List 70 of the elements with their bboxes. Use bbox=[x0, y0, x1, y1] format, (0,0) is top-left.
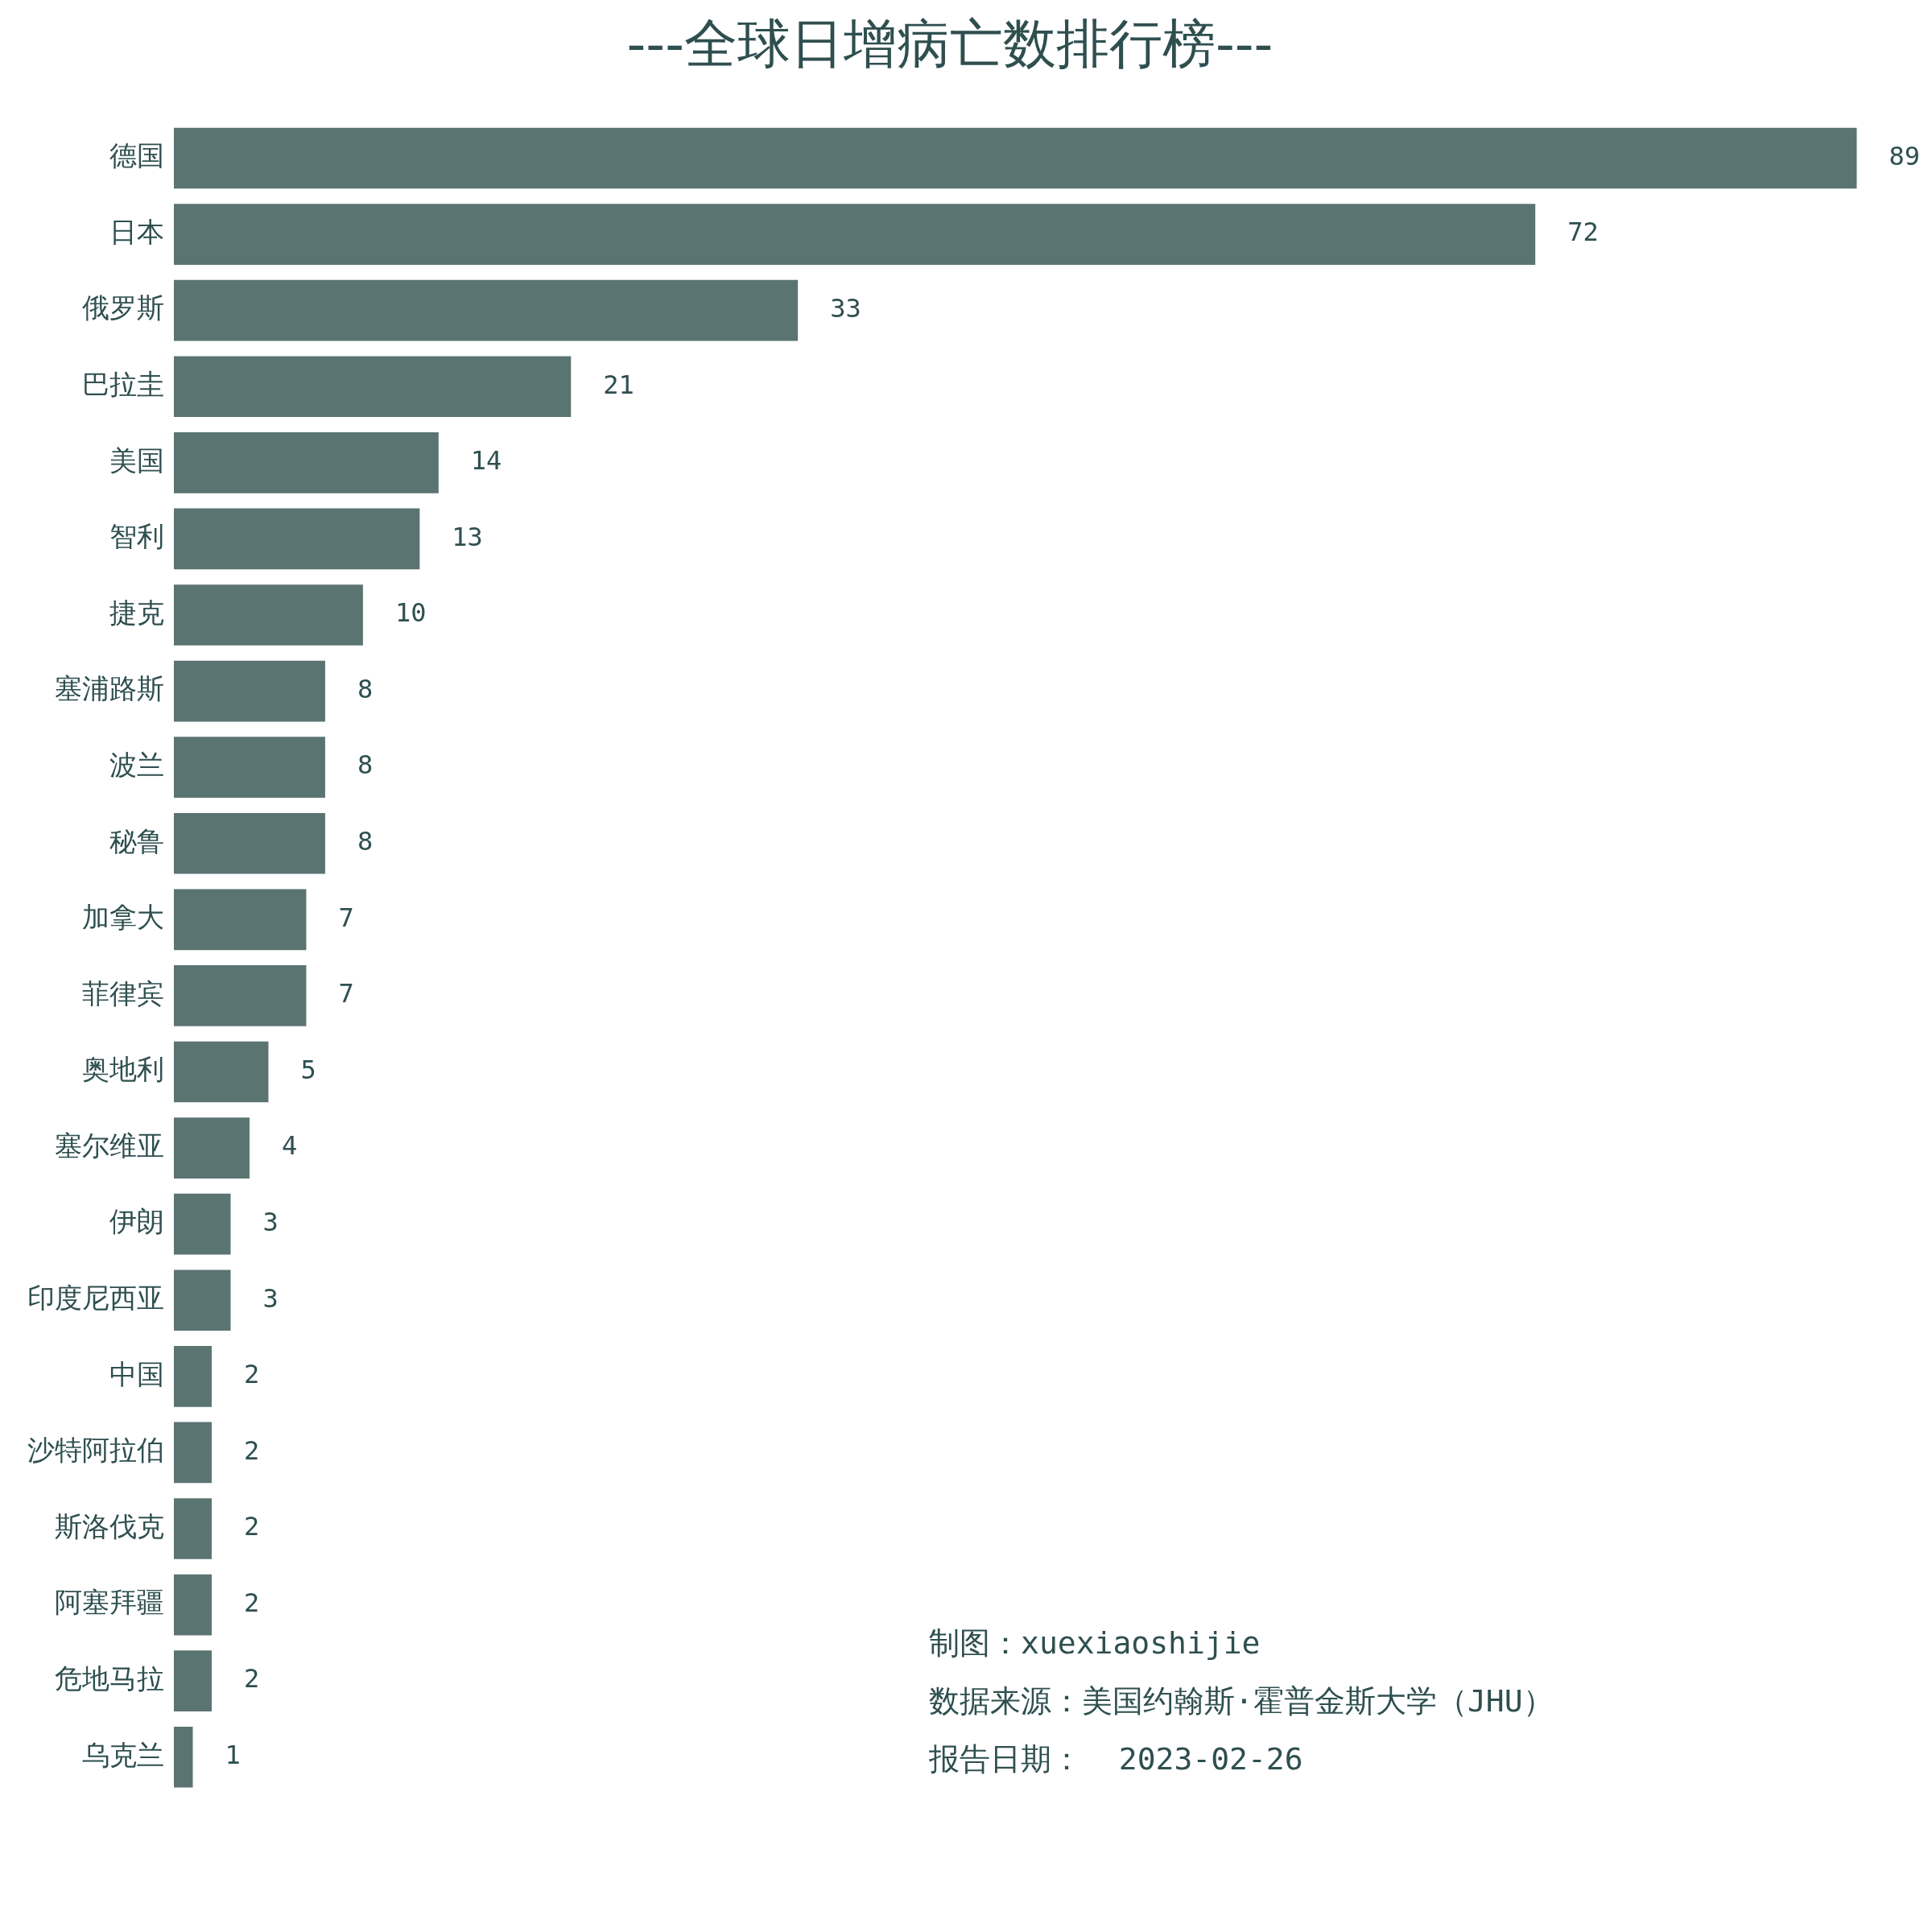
data-label: 5 bbox=[300, 1054, 316, 1085]
y-tick-label: 沙特阿拉伯 bbox=[27, 1434, 164, 1467]
y-tick-label: 阿塞拜疆 bbox=[55, 1586, 164, 1619]
data-label: 4 bbox=[281, 1130, 298, 1162]
annotation: 报告日期： 2023-02-26 bbox=[929, 1740, 1304, 1778]
bar bbox=[174, 584, 363, 646]
y-tick-label: 捷克 bbox=[109, 596, 164, 629]
annotation: 数据来源：美国约翰斯·霍普金斯大学（JHU） bbox=[929, 1682, 1554, 1720]
y-tick-label: 乌克兰 bbox=[82, 1738, 164, 1771]
y-tick-label: 伊朗 bbox=[109, 1205, 164, 1238]
y-tick-label: 日本 bbox=[109, 215, 164, 248]
bar bbox=[174, 1650, 212, 1711]
data-label: 89 bbox=[1889, 140, 1921, 171]
data-label: 8 bbox=[357, 673, 374, 704]
chart-title: ---全球日增病亡数排行榜--- bbox=[626, 12, 1274, 75]
bar bbox=[174, 1117, 250, 1179]
bar bbox=[174, 279, 799, 341]
y-tick-label: 斯洛伐克 bbox=[55, 1509, 164, 1542]
y-tick-label: 奥地利 bbox=[82, 1053, 164, 1086]
data-label: 2 bbox=[243, 1435, 260, 1466]
y-tick-label: 菲律宾 bbox=[82, 976, 164, 1009]
y-tick-label: 加拿大 bbox=[82, 901, 164, 934]
bar bbox=[174, 431, 439, 493]
y-tick-label: 德国 bbox=[109, 139, 164, 172]
data-label: 8 bbox=[357, 749, 374, 781]
bar bbox=[174, 1193, 231, 1255]
data-label: 2 bbox=[243, 1663, 260, 1695]
data-label: 1 bbox=[225, 1740, 241, 1771]
annotation: 制图：xuexiaoshijie bbox=[929, 1624, 1261, 1662]
bar bbox=[174, 1345, 212, 1407]
bar bbox=[174, 508, 420, 570]
bar bbox=[174, 127, 1857, 189]
bar bbox=[174, 1498, 212, 1559]
data-label: 21 bbox=[603, 369, 634, 400]
y-tick-label: 秘鲁 bbox=[109, 824, 164, 857]
data-label: 3 bbox=[262, 1206, 279, 1237]
data-label: 10 bbox=[394, 597, 427, 629]
y-tick-label: 中国 bbox=[109, 1357, 164, 1390]
data-label: 2 bbox=[243, 1511, 260, 1542]
bar bbox=[174, 356, 572, 418]
bar bbox=[174, 1422, 212, 1484]
data-label: 3 bbox=[262, 1282, 279, 1314]
y-tick-label: 俄罗斯 bbox=[82, 291, 164, 324]
bar bbox=[174, 889, 307, 951]
y-tick-label: 危地马拉 bbox=[55, 1662, 164, 1695]
bar bbox=[174, 737, 325, 798]
data-label: 2 bbox=[243, 1587, 260, 1618]
bar bbox=[174, 965, 307, 1026]
data-label: 8 bbox=[357, 826, 374, 857]
y-tick-label: 印度尼西亚 bbox=[27, 1282, 164, 1315]
data-label: 13 bbox=[452, 521, 483, 552]
bar bbox=[174, 204, 1536, 265]
bar bbox=[174, 660, 325, 722]
y-tick-label: 智利 bbox=[109, 520, 164, 553]
y-tick-label: 美国 bbox=[109, 444, 164, 477]
data-label: 7 bbox=[338, 902, 354, 933]
data-label: 14 bbox=[470, 445, 502, 477]
bar bbox=[174, 812, 325, 874]
y-tick-label: 巴拉圭 bbox=[82, 368, 164, 401]
data-label: 7 bbox=[338, 978, 354, 1009]
bar bbox=[174, 1726, 193, 1788]
bar bbox=[174, 1574, 212, 1636]
bar bbox=[174, 1269, 231, 1331]
bar bbox=[174, 1041, 269, 1103]
data-label: 33 bbox=[830, 292, 861, 324]
data-label: 2 bbox=[243, 1359, 260, 1390]
data-label: 72 bbox=[1567, 217, 1599, 248]
y-tick-label: 塞浦路斯 bbox=[55, 672, 164, 705]
y-tick-label: 塞尔维亚 bbox=[55, 1129, 164, 1162]
y-tick-label: 波兰 bbox=[109, 748, 164, 781]
